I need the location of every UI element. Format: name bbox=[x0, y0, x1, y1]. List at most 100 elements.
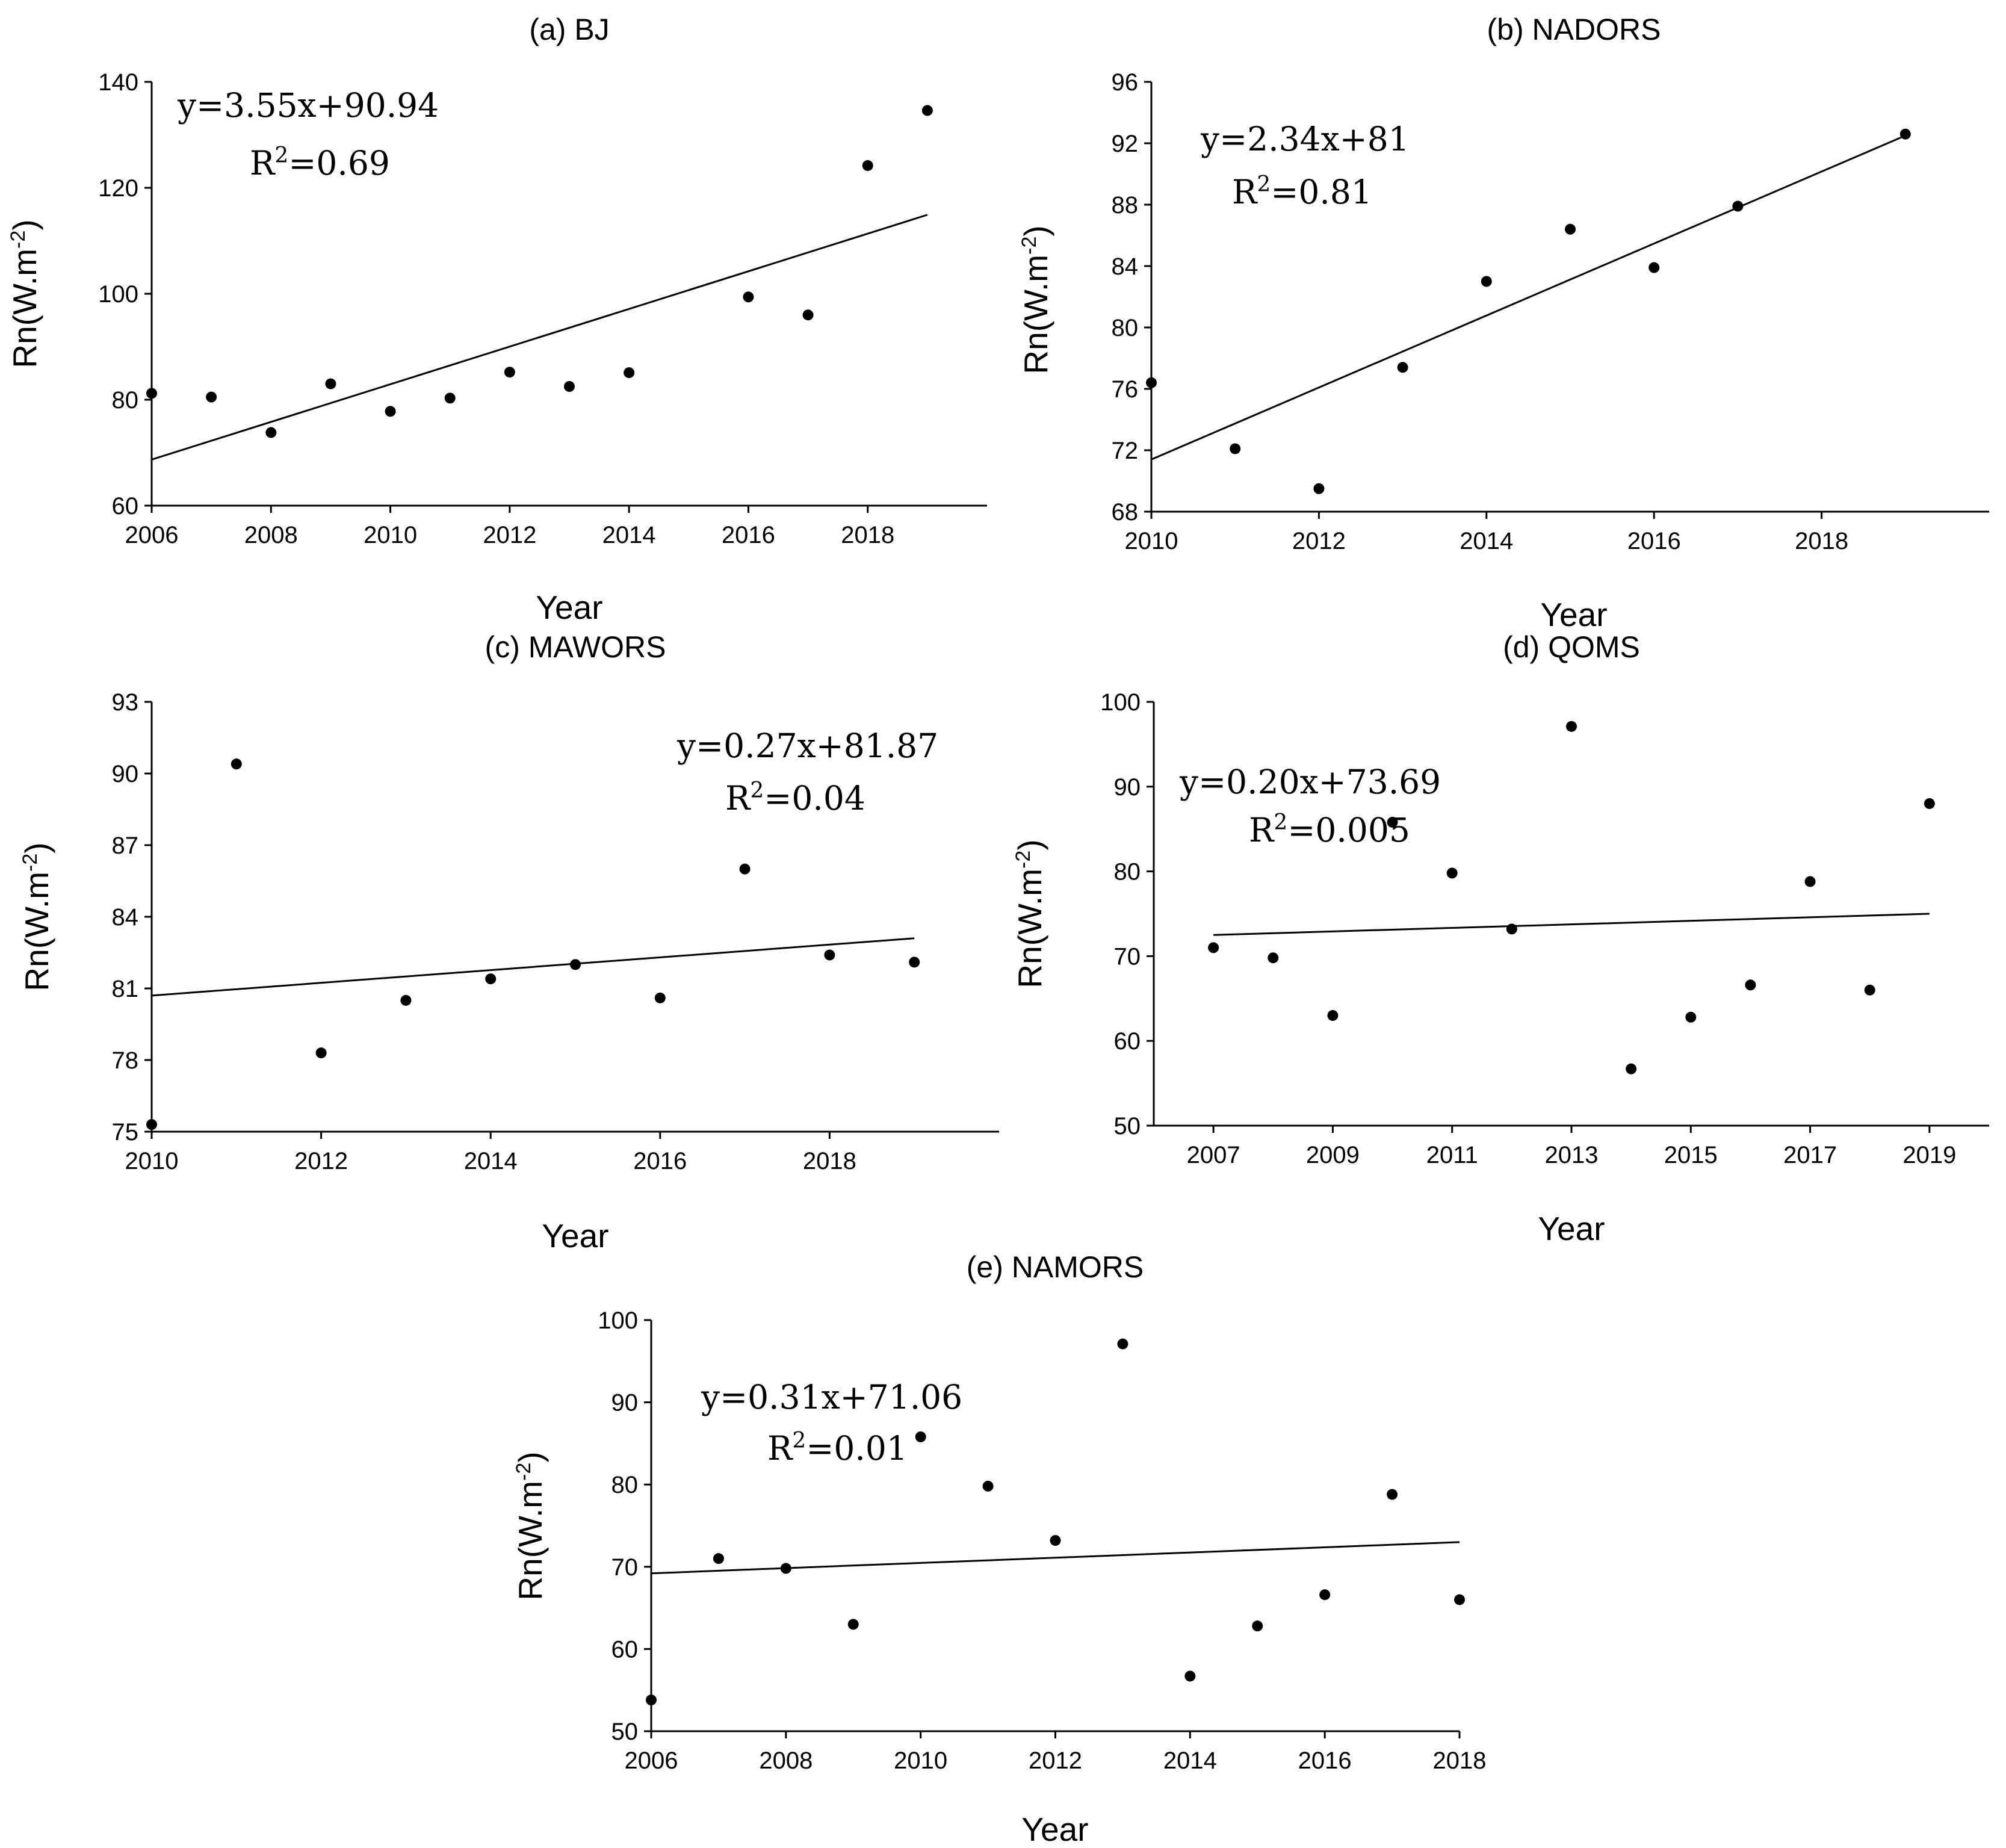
y-tick-label: 87 bbox=[112, 833, 139, 859]
r-squared: R2=0.69 bbox=[250, 143, 390, 183]
x-tick-label: 2010 bbox=[364, 522, 417, 548]
chart-title: (d) QOMS bbox=[1503, 630, 1640, 664]
y-tick-label: 88 bbox=[1112, 192, 1139, 219]
data-point bbox=[743, 291, 754, 303]
data-point bbox=[1506, 923, 1517, 935]
data-point bbox=[1268, 952, 1279, 964]
x-tick-label: 2016 bbox=[1627, 528, 1681, 554]
data-point bbox=[1565, 223, 1576, 235]
y-tick-label: 60 bbox=[112, 493, 139, 519]
data-point bbox=[646, 1695, 657, 1706]
y-tick-label: 76 bbox=[1112, 376, 1139, 403]
y-tick-label: 80 bbox=[112, 387, 139, 414]
data-point bbox=[1117, 1338, 1128, 1350]
y-tick-label: 100 bbox=[98, 281, 138, 308]
y-tick-label: 75 bbox=[112, 1119, 139, 1146]
data-point bbox=[1454, 1594, 1465, 1605]
x-tick-label: 2014 bbox=[1163, 1747, 1217, 1774]
data-point bbox=[1685, 1011, 1697, 1023]
y-tick-label: 81 bbox=[112, 976, 139, 1002]
regression-equation: y=0.31x+71.06 bbox=[701, 1378, 962, 1416]
data-point bbox=[1648, 262, 1660, 273]
data-point bbox=[1184, 1670, 1196, 1682]
x-tick-label: 2018 bbox=[841, 522, 894, 548]
y-axis-label: Rn(W.m-2) bbox=[1017, 225, 1054, 374]
x-tick-label: 2015 bbox=[1664, 1142, 1718, 1168]
data-point bbox=[909, 957, 920, 968]
data-point bbox=[504, 367, 515, 378]
data-point bbox=[146, 388, 157, 399]
x-tick-label: 2018 bbox=[1795, 528, 1848, 554]
x-axis-label: Year bbox=[1021, 1811, 1088, 1848]
data-point bbox=[1745, 979, 1756, 991]
y-tick-label: 120 bbox=[98, 175, 138, 202]
chart-title: (c) MAWORS bbox=[485, 630, 666, 664]
y-tick-label: 90 bbox=[1114, 774, 1141, 801]
data-point bbox=[1252, 1620, 1263, 1632]
r-squared: R2=0.04 bbox=[725, 778, 865, 818]
y-tick-label: 80 bbox=[1114, 859, 1141, 885]
data-point bbox=[570, 959, 581, 970]
trend-line bbox=[151, 937, 915, 997]
x-tick-label: 2009 bbox=[1306, 1142, 1360, 1168]
x-tick-label: 2008 bbox=[244, 522, 298, 548]
y-tick-label: 60 bbox=[1114, 1028, 1141, 1055]
x-tick-label: 2011 bbox=[1426, 1142, 1478, 1168]
trend-line bbox=[151, 214, 928, 460]
x-tick-label: 2010 bbox=[125, 1148, 179, 1174]
data-point bbox=[1319, 1589, 1331, 1601]
data-point bbox=[1397, 362, 1408, 373]
trend-line bbox=[651, 1541, 1460, 1575]
data-point bbox=[385, 406, 396, 417]
data-point bbox=[1924, 798, 1935, 809]
data-point bbox=[713, 1553, 724, 1564]
regression-equation: y=3.55x+90.94 bbox=[177, 86, 439, 125]
data-point bbox=[1050, 1535, 1061, 1546]
regression-equation: y=0.27x+81.87 bbox=[676, 727, 938, 765]
data-point bbox=[1327, 1009, 1339, 1021]
x-tick-label: 2008 bbox=[759, 1747, 813, 1774]
regression-equation: y=2.34x+81 bbox=[1200, 120, 1410, 158]
data-point bbox=[1626, 1063, 1637, 1074]
data-point bbox=[862, 160, 873, 172]
data-point bbox=[915, 1431, 926, 1442]
y-tick-label: 60 bbox=[611, 1636, 639, 1663]
x-tick-label: 2013 bbox=[1545, 1142, 1599, 1168]
data-point bbox=[1146, 377, 1157, 388]
y-tick-label: 72 bbox=[1112, 438, 1139, 464]
data-point bbox=[315, 1047, 327, 1059]
x-axis-label: Year bbox=[542, 1217, 608, 1254]
data-point bbox=[485, 973, 497, 985]
x-tick-label: 2007 bbox=[1187, 1142, 1240, 1168]
y-tick-label: 100 bbox=[1100, 689, 1141, 716]
x-tick-label: 2017 bbox=[1783, 1142, 1837, 1168]
data-point bbox=[1804, 876, 1816, 887]
data-point bbox=[564, 381, 575, 392]
chart-title: (b) NADORS bbox=[1487, 13, 1661, 46]
data-point bbox=[265, 427, 277, 438]
data-point bbox=[802, 309, 814, 321]
data-point bbox=[1230, 443, 1241, 454]
data-point bbox=[1387, 816, 1398, 828]
x-axis-label: Year bbox=[1540, 596, 1607, 633]
y-tick-label: 70 bbox=[1114, 943, 1141, 970]
x-tick-label: 2016 bbox=[633, 1148, 687, 1174]
data-point bbox=[1566, 721, 1577, 732]
data-point bbox=[1864, 984, 1875, 996]
panel-b: (b) NADORS Rn(W.m-2) Year y=2.34x+81 R2=… bbox=[1017, 13, 1989, 633]
y-axis-label: Rn(W.m-2) bbox=[18, 842, 55, 991]
y-tick-label: 80 bbox=[1112, 315, 1139, 341]
data-point bbox=[444, 392, 456, 404]
data-point bbox=[1387, 1489, 1398, 1500]
y-tick-label: 92 bbox=[1112, 131, 1139, 157]
y-tick-label: 70 bbox=[611, 1554, 639, 1581]
data-point bbox=[847, 1619, 859, 1630]
r-squared: R2=0.01 bbox=[767, 1428, 908, 1468]
r-squared: R2=0.81 bbox=[1232, 172, 1372, 212]
panel-c: (c) MAWORS Rn(W.m-2) Year y=0.27x+81.87 … bbox=[18, 630, 999, 1254]
x-tick-label: 2018 bbox=[1433, 1747, 1487, 1774]
x-tick-label: 2014 bbox=[464, 1148, 518, 1174]
y-tick-label: 140 bbox=[98, 69, 138, 96]
data-point bbox=[1899, 128, 1911, 140]
